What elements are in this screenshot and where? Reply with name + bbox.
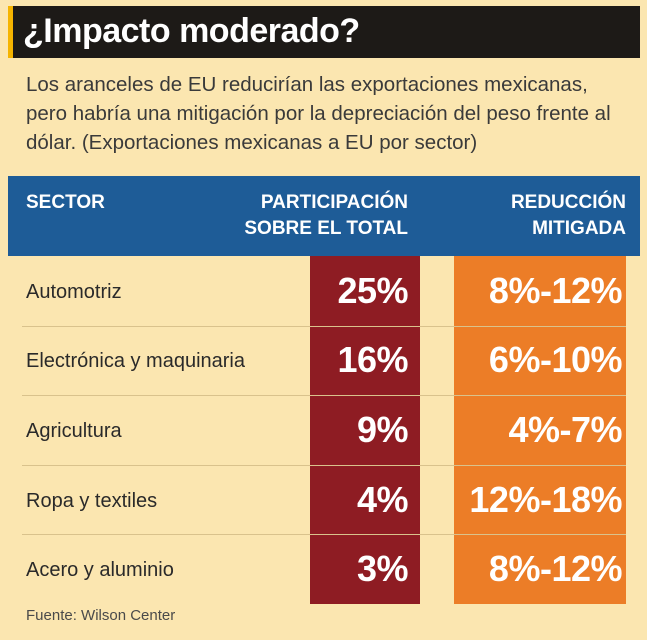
source-note: Fuente: Wilson Center xyxy=(26,607,176,624)
row-divider xyxy=(22,395,626,396)
row-divider xyxy=(22,326,626,327)
sector-label: Electrónica y maquinaria xyxy=(26,350,245,372)
table-header: SECTOR PARTICIPACIÓN SOBRE EL TOTAL REDU… xyxy=(8,176,640,256)
reduction-value: 4%-7% xyxy=(508,409,622,450)
sector-label: Ropa y textiles xyxy=(26,490,158,512)
share-value: 9% xyxy=(356,409,409,450)
reduction-value: 8%-12% xyxy=(488,548,623,589)
title-bar: ¿Impacto moderado? xyxy=(8,6,640,58)
table-body: Automotriz 25% 8%-12% Electrónica y maquina… xyxy=(8,256,640,604)
share-column-background xyxy=(310,256,420,604)
title-accent-bar xyxy=(8,6,13,58)
row-divider xyxy=(22,465,626,466)
row-divider xyxy=(22,534,626,535)
header-reduction-line1: REDUCCIÓN xyxy=(510,192,626,213)
sector-label: Acero y aluminio xyxy=(26,559,174,581)
reduction-value: 12%-18% xyxy=(469,479,622,520)
share-value: 4% xyxy=(356,479,409,520)
header-share: PARTICIPACIÓN SOBRE EL TOTAL xyxy=(244,190,408,242)
page-title: ¿Impacto moderado? xyxy=(23,12,360,50)
infographic: ¿Impacto moderado? Los aranceles de EU r… xyxy=(8,6,640,634)
subtitle: Los aranceles de EU reducirían las expor… xyxy=(26,73,611,154)
share-value: 3% xyxy=(356,548,409,589)
share-value: 25% xyxy=(337,270,408,311)
reduction-value: 8%-12% xyxy=(488,270,623,311)
sector-label: Agricultura xyxy=(26,420,122,442)
header-reduction-line2: MITIGADA xyxy=(532,218,626,239)
reduction-column-background xyxy=(454,256,626,604)
header-share-line1: PARTICIPACIÓN xyxy=(260,192,408,213)
header-reduction: REDUCCIÓN MITIGADA xyxy=(511,190,626,242)
sector-label: Automotriz xyxy=(26,281,122,303)
header-sector: SECTOR xyxy=(26,192,105,213)
reduction-value: 6%-10% xyxy=(488,339,623,380)
share-value: 16% xyxy=(337,339,408,380)
header-share-line2: SOBRE EL TOTAL xyxy=(244,218,408,239)
